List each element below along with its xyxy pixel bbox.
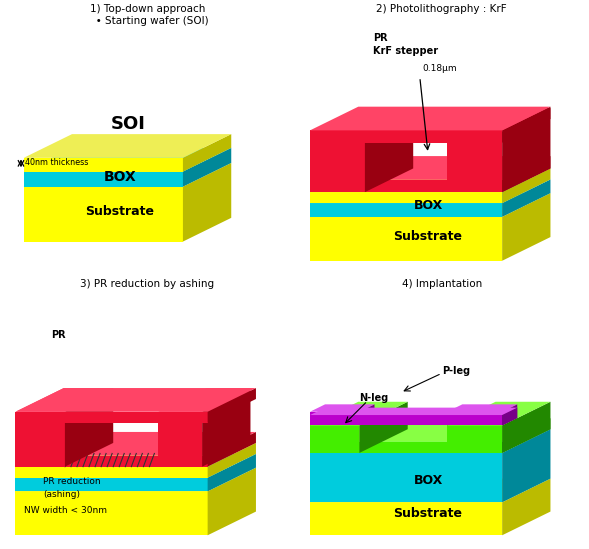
Polygon shape	[447, 404, 517, 412]
Polygon shape	[502, 479, 551, 535]
Polygon shape	[310, 425, 359, 453]
Text: PR: PR	[51, 330, 66, 340]
Text: 2) Photolithography : KrF: 2) Photolithography : KrF	[376, 4, 507, 14]
Polygon shape	[310, 453, 502, 502]
Polygon shape	[15, 454, 256, 478]
Polygon shape	[310, 479, 551, 502]
Text: SOI: SOI	[111, 115, 145, 132]
Polygon shape	[15, 468, 256, 491]
Polygon shape	[310, 180, 502, 192]
Polygon shape	[15, 491, 208, 535]
Text: Substrate: Substrate	[393, 229, 462, 243]
Polygon shape	[502, 402, 551, 453]
Polygon shape	[310, 502, 502, 535]
Text: 0.18μm: 0.18μm	[422, 64, 457, 72]
Polygon shape	[158, 412, 202, 467]
Polygon shape	[310, 169, 551, 192]
Polygon shape	[24, 158, 183, 171]
Text: Substrate: Substrate	[85, 205, 154, 218]
Polygon shape	[15, 388, 256, 412]
Polygon shape	[15, 467, 208, 478]
Polygon shape	[447, 132, 502, 192]
Polygon shape	[310, 415, 502, 425]
Polygon shape	[65, 388, 113, 467]
Polygon shape	[208, 432, 256, 467]
Text: (ashing): (ashing)	[43, 490, 80, 498]
Polygon shape	[310, 402, 408, 425]
Polygon shape	[24, 148, 231, 171]
Polygon shape	[202, 388, 250, 467]
Polygon shape	[502, 156, 551, 192]
Polygon shape	[310, 108, 413, 132]
Polygon shape	[502, 108, 551, 192]
Polygon shape	[310, 429, 551, 453]
Polygon shape	[502, 180, 551, 217]
Polygon shape	[208, 468, 256, 535]
Polygon shape	[310, 130, 502, 143]
Text: 3) PR reduction by ashing: 3) PR reduction by ashing	[80, 279, 214, 289]
Text: P-leg: P-leg	[442, 366, 470, 376]
Polygon shape	[359, 404, 375, 425]
Polygon shape	[310, 132, 365, 192]
Polygon shape	[183, 134, 231, 171]
Polygon shape	[502, 193, 551, 261]
Polygon shape	[15, 412, 208, 423]
Polygon shape	[502, 107, 551, 143]
Polygon shape	[310, 412, 359, 425]
Polygon shape	[310, 217, 502, 261]
Polygon shape	[310, 418, 551, 442]
Polygon shape	[502, 418, 551, 453]
Text: 1) Top-down approach
   • Starting wafer (SOI): 1) Top-down approach • Starting wafer (S…	[86, 4, 209, 26]
Polygon shape	[502, 404, 517, 425]
Polygon shape	[24, 171, 183, 187]
Polygon shape	[310, 180, 551, 203]
Polygon shape	[447, 402, 551, 425]
Polygon shape	[15, 388, 113, 412]
Polygon shape	[310, 407, 517, 415]
Polygon shape	[447, 425, 502, 453]
Polygon shape	[24, 187, 183, 242]
Polygon shape	[310, 203, 502, 217]
Text: BOX: BOX	[104, 170, 136, 184]
Polygon shape	[310, 442, 502, 453]
Polygon shape	[447, 412, 502, 425]
Polygon shape	[183, 148, 231, 187]
Text: BOX: BOX	[413, 199, 443, 212]
Polygon shape	[15, 432, 256, 456]
Text: KrF stepper: KrF stepper	[373, 46, 438, 56]
Polygon shape	[208, 454, 256, 491]
Text: PR reduction: PR reduction	[43, 477, 101, 486]
Polygon shape	[24, 163, 231, 187]
Text: PR: PR	[373, 33, 388, 43]
Polygon shape	[502, 169, 551, 203]
Polygon shape	[310, 192, 502, 203]
Polygon shape	[24, 134, 231, 158]
Polygon shape	[208, 388, 256, 423]
Polygon shape	[15, 443, 256, 467]
Polygon shape	[502, 407, 517, 425]
Text: NW width < 30nm: NW width < 30nm	[24, 506, 107, 515]
Text: N-leg: N-leg	[359, 393, 389, 403]
Polygon shape	[208, 443, 256, 478]
Polygon shape	[15, 412, 65, 467]
Polygon shape	[15, 478, 208, 491]
Text: 40nm thickness: 40nm thickness	[25, 158, 88, 167]
Polygon shape	[502, 429, 551, 502]
Polygon shape	[158, 388, 250, 412]
Text: Substrate: Substrate	[393, 507, 462, 520]
Polygon shape	[310, 404, 375, 412]
Polygon shape	[15, 456, 208, 467]
Polygon shape	[359, 402, 408, 453]
Text: 4) Implantation: 4) Implantation	[402, 279, 482, 289]
Polygon shape	[310, 156, 551, 180]
Polygon shape	[365, 108, 413, 192]
Polygon shape	[310, 107, 551, 130]
Polygon shape	[447, 108, 551, 132]
Polygon shape	[183, 163, 231, 242]
Text: BOX: BOX	[413, 474, 443, 487]
Polygon shape	[310, 193, 551, 217]
